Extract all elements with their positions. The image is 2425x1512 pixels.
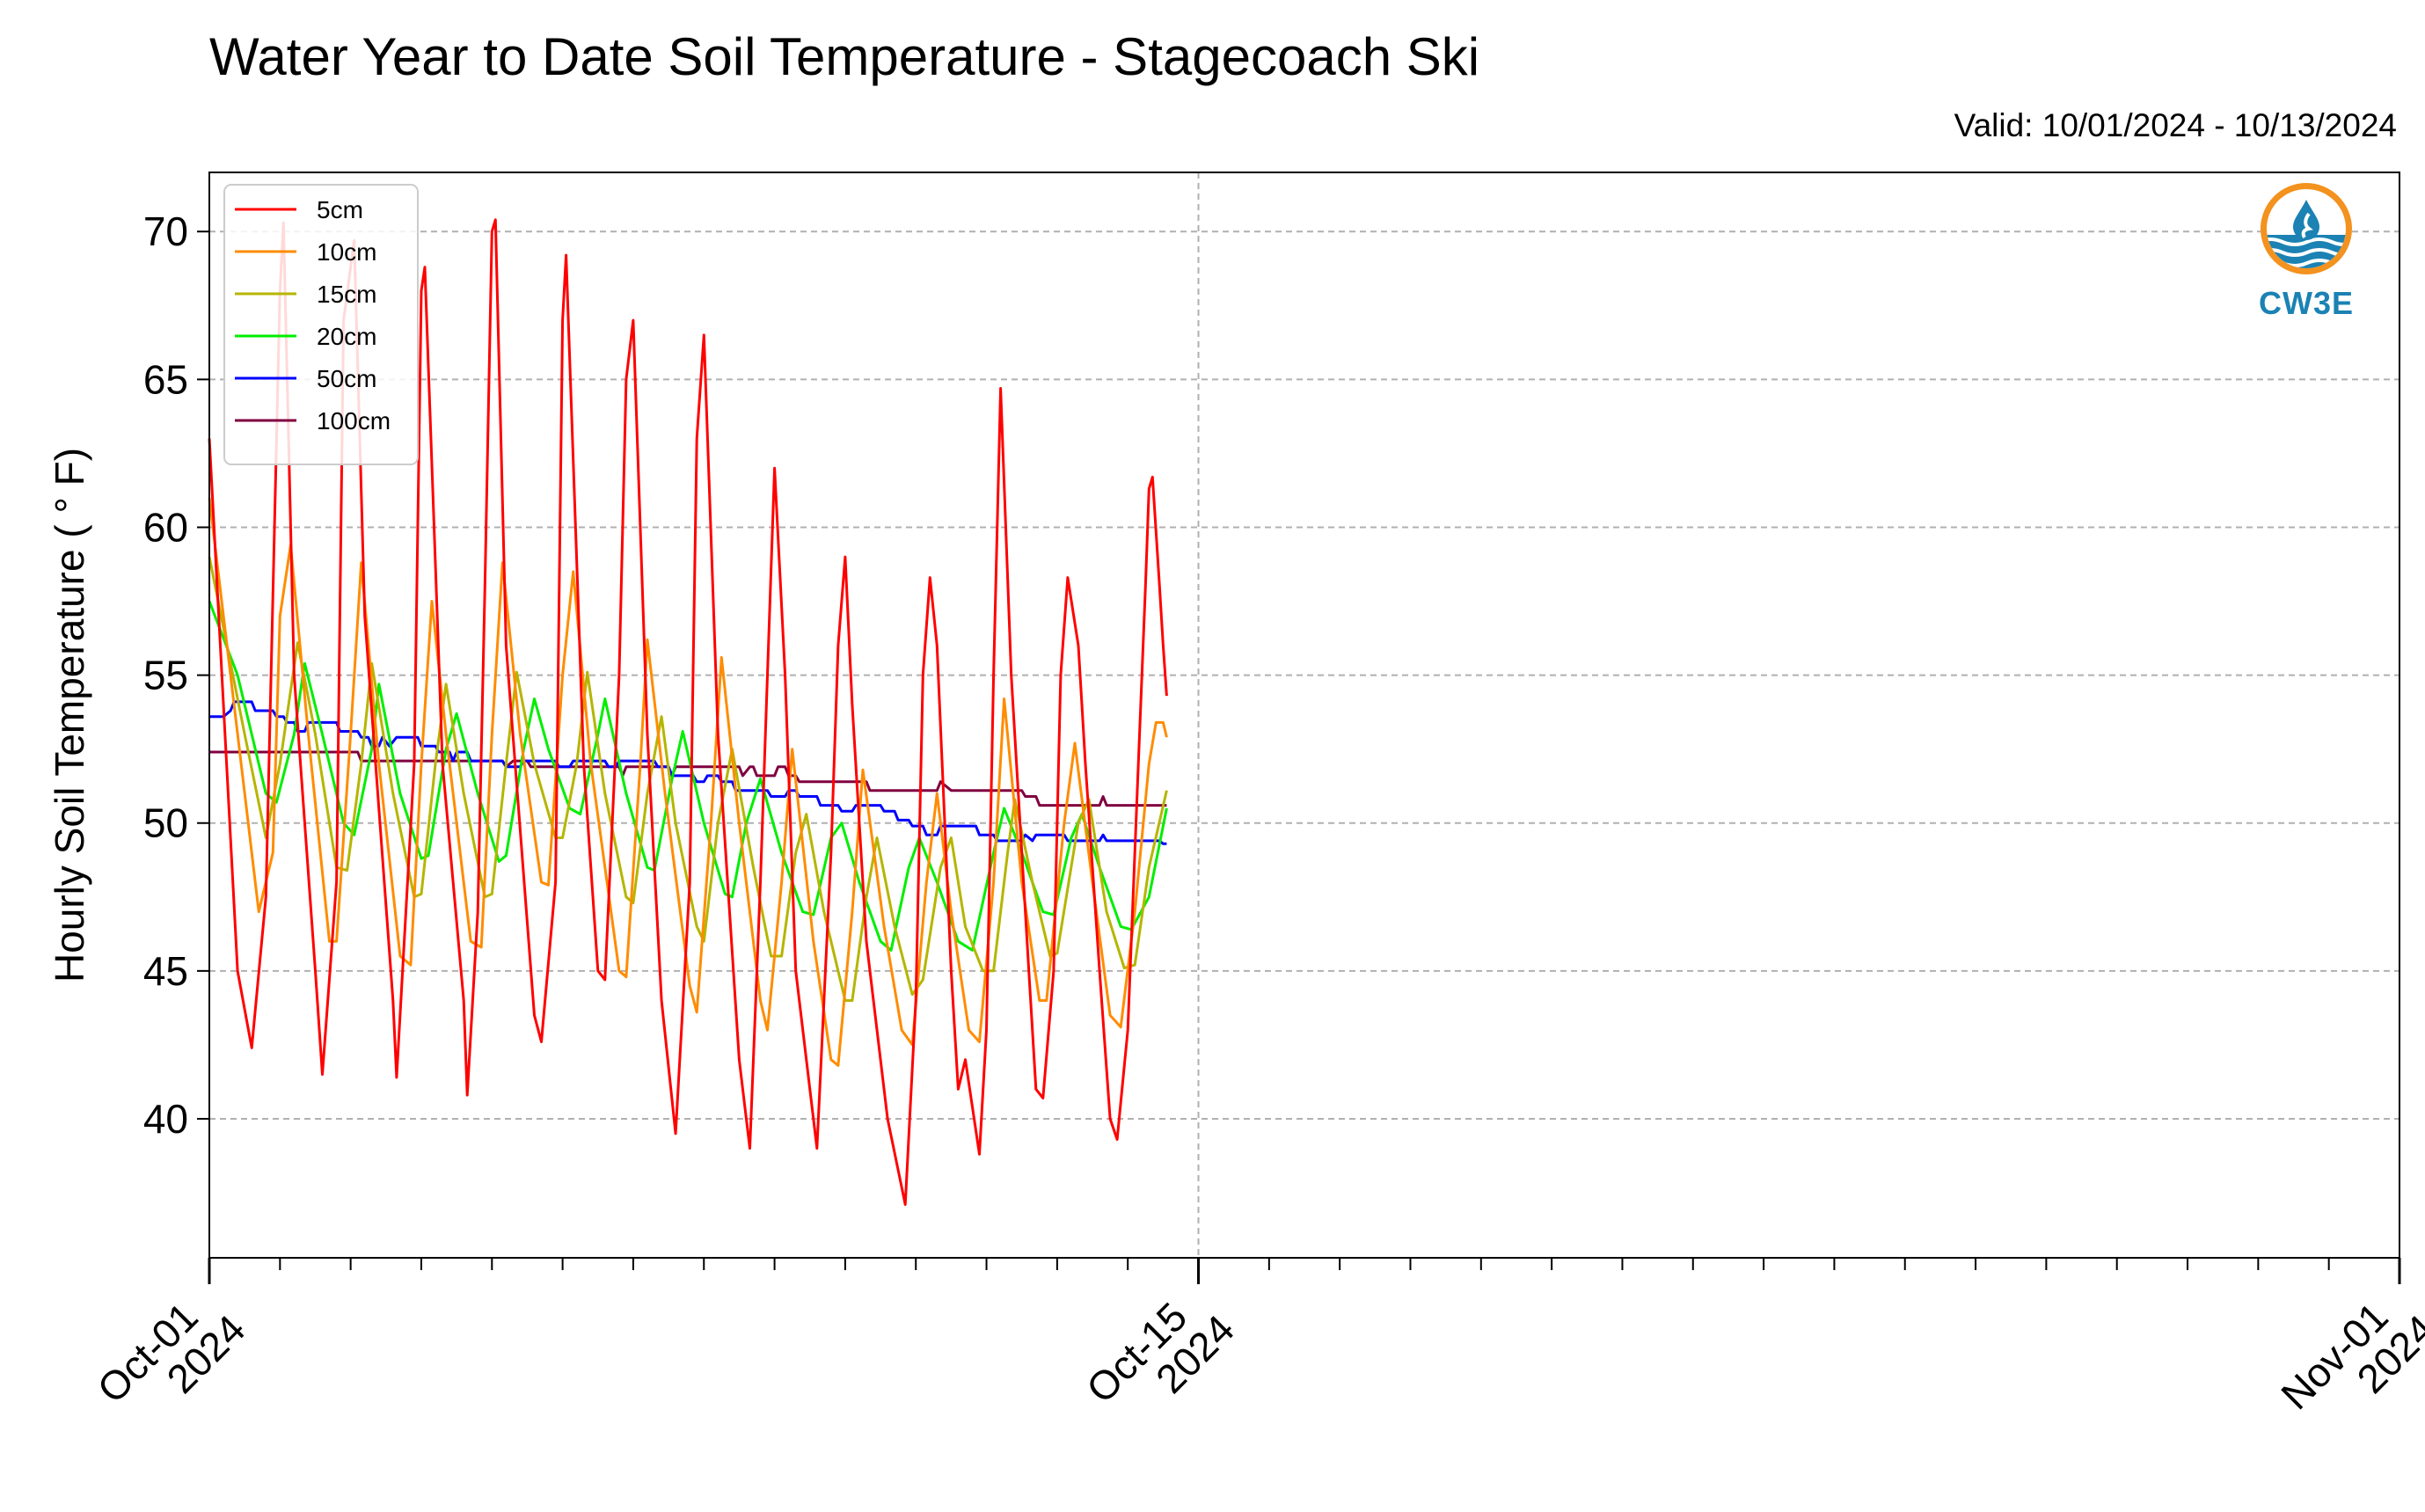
cw3e-logo: CW3E — [2245, 180, 2368, 322]
series-line-10cm — [208, 497, 1168, 1067]
y-tick-label-65: 65 — [143, 356, 188, 402]
valid-date-range: Valid: 10/01/2024 - 10/13/2024 — [1954, 107, 2397, 143]
series-line-100cm — [209, 750, 1167, 807]
legend: 5cm 10cm 15cm 20cm 50cm 100cm — [223, 184, 419, 465]
legend-label-50cm: 50cm — [317, 365, 376, 392]
series-lines — [208, 218, 1168, 1206]
y-tick-label-45: 45 — [143, 948, 188, 994]
legend-label-10cm: 10cm — [317, 238, 376, 266]
y-tick-label-50: 50 — [143, 800, 188, 846]
cw3e-logo-icon — [2261, 183, 2352, 274]
y-tick-label-55: 55 — [143, 653, 188, 698]
legend-label-20cm: 20cm — [317, 323, 376, 350]
series-line-5cm — [208, 218, 1168, 1206]
legend-label-100cm: 100cm — [317, 407, 391, 435]
legend-label-15cm: 15cm — [317, 281, 376, 308]
y-tick-label-40: 40 — [143, 1096, 188, 1142]
y-tick-label-60: 60 — [143, 504, 188, 550]
legend-box — [223, 184, 419, 465]
y-axis-label: Hourly Soil Temperature ( ° F) — [47, 448, 92, 982]
y-tick-label-70: 70 — [143, 208, 188, 254]
series-line-15cm — [208, 556, 1168, 1002]
series-line-20cm — [208, 600, 1168, 952]
legend-label-5cm: 5cm — [317, 196, 363, 223]
plot-area-frame — [208, 172, 2400, 1259]
cw3e-logo-text: CW3E — [2258, 285, 2354, 321]
chart-title: Water Year to Date Soil Temperature - St… — [209, 27, 1480, 86]
